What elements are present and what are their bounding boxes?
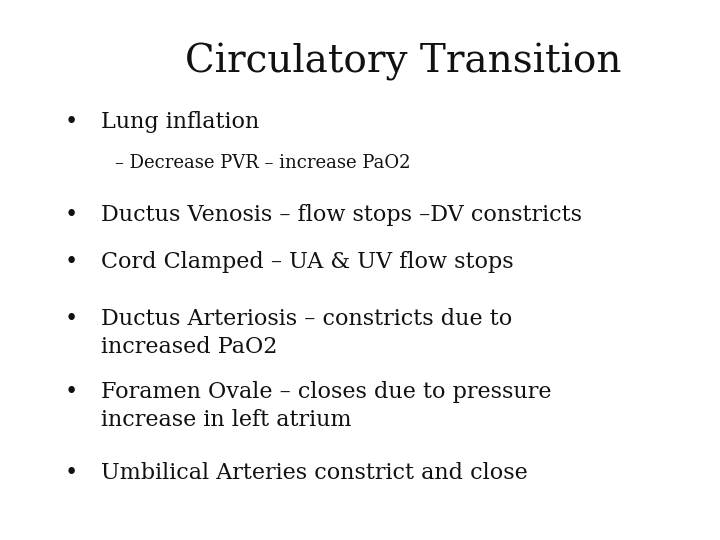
Text: Circulatory Transition: Circulatory Transition: [185, 43, 621, 81]
Text: •: •: [65, 251, 78, 273]
Text: •: •: [65, 381, 78, 403]
Text: Lung inflation: Lung inflation: [101, 111, 259, 133]
Text: Umbilical Arteries constrict and close: Umbilical Arteries constrict and close: [101, 462, 528, 484]
Text: – Decrease PVR – increase PaO2: – Decrease PVR – increase PaO2: [115, 154, 410, 172]
Text: •: •: [65, 204, 78, 226]
Text: Foramen Ovale – closes due to pressure
increase in left atrium: Foramen Ovale – closes due to pressure i…: [101, 381, 552, 431]
Text: Cord Clamped – UA & UV flow stops: Cord Clamped – UA & UV flow stops: [101, 251, 513, 273]
Text: •: •: [65, 308, 78, 330]
Text: Ductus Arteriosis – constricts due to
increased PaO2: Ductus Arteriosis – constricts due to in…: [101, 308, 512, 357]
Text: •: •: [65, 462, 78, 484]
Text: •: •: [65, 111, 78, 133]
Text: Ductus Venosis – flow stops –DV constricts: Ductus Venosis – flow stops –DV constric…: [101, 204, 582, 226]
